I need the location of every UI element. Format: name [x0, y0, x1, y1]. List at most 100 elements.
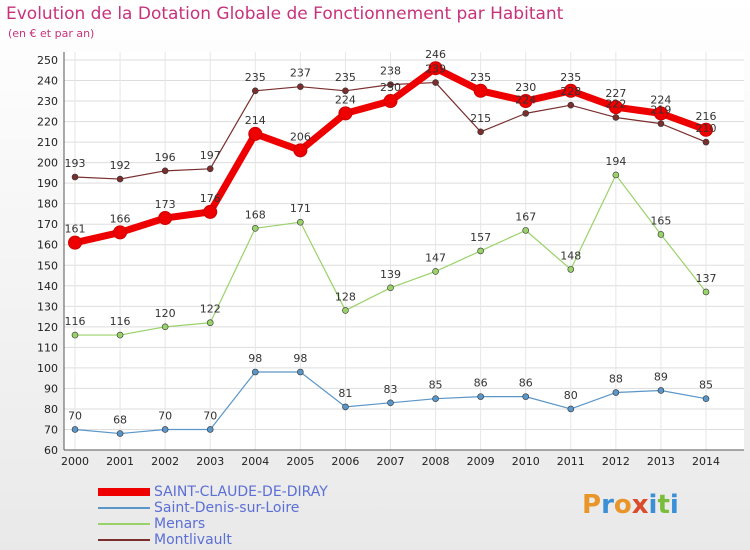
data-label: 194	[605, 155, 626, 168]
data-point	[248, 126, 263, 141]
logo-letter: o	[613, 490, 632, 520]
data-label: 176	[200, 192, 221, 205]
legend-swatch	[98, 523, 150, 525]
data-point	[297, 368, 304, 376]
logo-letter: r	[601, 490, 614, 520]
data-label: 173	[155, 198, 176, 211]
y-tick-label: 100	[37, 362, 58, 375]
data-point	[71, 331, 79, 339]
legend-item: Menars	[98, 516, 328, 532]
data-label: 239	[425, 63, 446, 76]
data-label: 147	[425, 251, 446, 264]
data-label: 86	[519, 377, 533, 390]
data-label: 214	[245, 114, 266, 127]
data-point	[161, 426, 169, 433]
legend-label: Saint-Denis-sur-Loire	[154, 500, 300, 516]
data-label: 139	[380, 268, 401, 281]
data-label: 85	[429, 379, 443, 392]
data-point	[342, 307, 349, 314]
y-tick-label: 240	[37, 75, 58, 88]
data-label: 237	[290, 67, 311, 80]
data-label: 157	[470, 231, 491, 244]
data-point	[116, 430, 124, 437]
x-tick-label: 2001	[106, 455, 134, 468]
data-label: 165	[650, 214, 671, 227]
x-tick-label: 2008	[422, 455, 450, 468]
series-lines	[68, 61, 713, 437]
data-label: 230	[515, 81, 536, 94]
data-point	[297, 218, 304, 226]
data-label: 167	[515, 210, 536, 223]
data-point	[522, 227, 530, 234]
data-label: 137	[696, 272, 717, 285]
data-point	[522, 110, 530, 117]
x-tick-label: 2000	[61, 455, 89, 468]
data-label: 89	[654, 370, 668, 383]
y-tick-label: 150	[37, 259, 58, 272]
x-tick-label: 2005	[286, 455, 314, 468]
data-label: 70	[203, 409, 217, 422]
data-point	[116, 331, 124, 339]
data-point	[567, 101, 575, 109]
data-point	[702, 395, 710, 402]
x-tick-label: 2004	[241, 455, 269, 468]
data-label: 98	[293, 352, 307, 365]
data-point	[567, 405, 575, 413]
legend-swatch	[98, 539, 150, 541]
proxiti-logo: Proxiti	[582, 490, 679, 520]
data-point	[158, 211, 173, 226]
data-point	[387, 399, 394, 407]
data-point	[206, 426, 214, 433]
data-label: 215	[470, 112, 491, 125]
data-label: 85	[699, 379, 713, 392]
data-point	[338, 106, 353, 121]
x-tick-label: 2003	[196, 455, 224, 468]
data-label: 88	[609, 373, 623, 386]
y-tick-label: 200	[37, 157, 58, 170]
data-point	[432, 268, 439, 275]
data-point	[612, 114, 620, 121]
data-point	[116, 175, 124, 183]
data-point	[612, 171, 620, 179]
data-label: 68	[113, 414, 127, 427]
chart-subtitle: (en € et par an)	[8, 27, 95, 40]
data-point	[522, 393, 530, 400]
data-point	[383, 94, 398, 109]
data-label: 192	[110, 159, 131, 172]
data-point	[251, 368, 259, 376]
data-label: 161	[65, 223, 86, 236]
x-tick-label: 2011	[557, 455, 585, 468]
data-label: 196	[155, 151, 176, 164]
legend-item: SAINT-CLAUDE-DE-DIRAY	[98, 484, 328, 500]
data-point	[203, 204, 218, 219]
data-point	[477, 393, 484, 400]
data-label: 219	[650, 104, 671, 117]
y-tick-label: 70	[44, 423, 58, 436]
data-label: 166	[110, 212, 131, 225]
logo-letter: i	[669, 490, 679, 520]
logo-letter: t	[657, 490, 670, 520]
data-point	[477, 128, 484, 136]
logo-letter: i	[648, 490, 658, 520]
data-point	[699, 122, 713, 137]
data-point	[657, 387, 665, 394]
x-tick-label: 2009	[467, 455, 495, 468]
data-point	[473, 83, 488, 98]
data-point	[251, 87, 259, 95]
plot-area	[64, 52, 744, 450]
legend-item: Saint-Denis-sur-Loire	[98, 500, 328, 516]
x-tick-label: 2010	[512, 455, 540, 468]
data-label: 148	[560, 249, 581, 262]
data-label: 227	[605, 87, 626, 100]
data-label: 70	[68, 409, 82, 422]
data-label: 128	[335, 290, 356, 303]
y-tick-label: 230	[37, 95, 58, 108]
data-label: 216	[696, 110, 717, 123]
data-point	[206, 319, 214, 327]
data-label: 168	[245, 208, 266, 221]
grid	[64, 52, 744, 451]
x-tick-label: 2012	[602, 455, 630, 468]
data-point	[702, 138, 710, 146]
data-point	[477, 247, 484, 255]
